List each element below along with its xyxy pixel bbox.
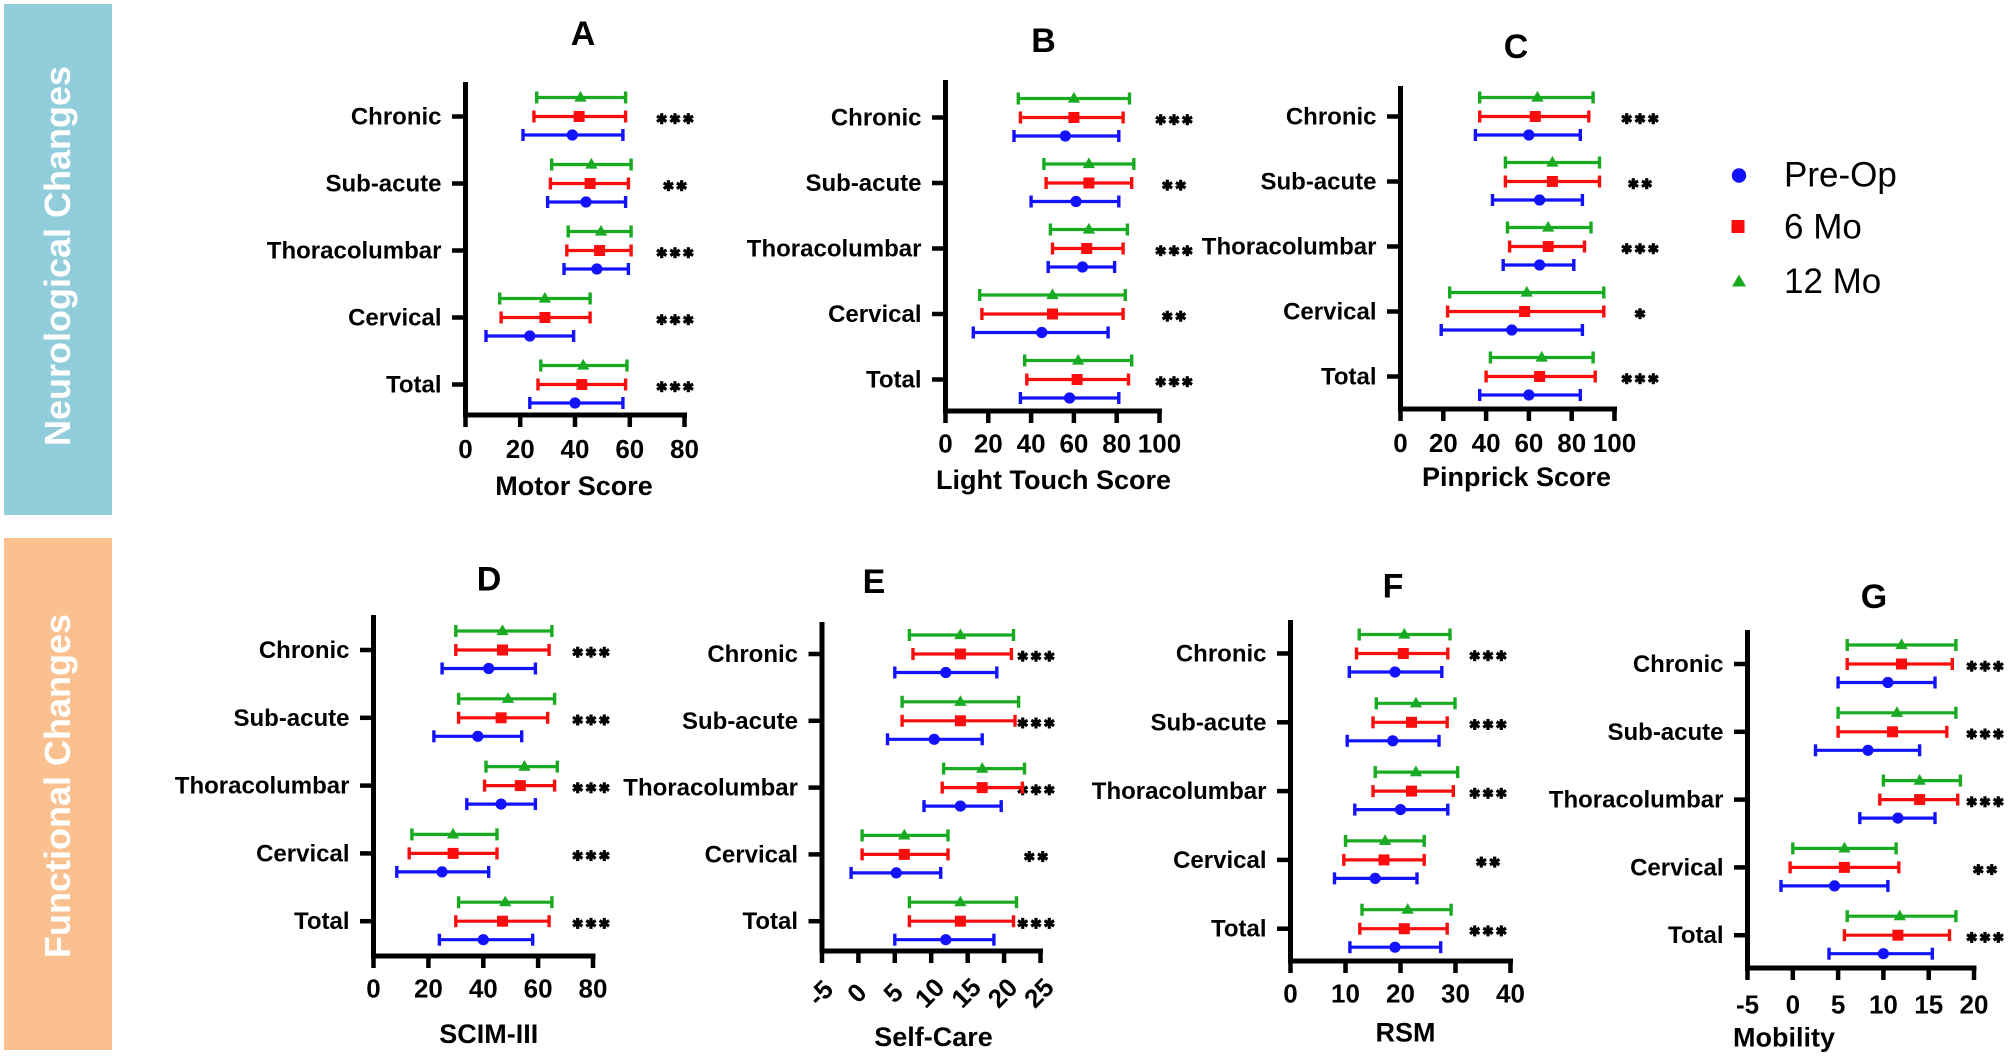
svg-text:Self-Care: Self-Care (874, 1022, 993, 1052)
svg-text:80: 80 (670, 434, 699, 464)
svg-text:80: 80 (1557, 428, 1586, 458)
svg-text:20: 20 (1386, 979, 1415, 1009)
svg-text:Sub-acute: Sub-acute (1607, 719, 1723, 746)
svg-text:Chronic: Chronic (1633, 651, 1724, 678)
svg-text:12 Mo: 12 Mo (1784, 262, 1881, 301)
svg-text:Chronic: Chronic (1176, 641, 1267, 668)
svg-text:A: A (571, 15, 596, 53)
svg-text:20: 20 (1429, 428, 1458, 458)
svg-text:Pre-Op: Pre-Op (1784, 156, 1897, 195)
svg-text:0: 0 (1283, 979, 1297, 1009)
svg-text:Thoracolumbar: Thoracolumbar (175, 773, 350, 800)
svg-text:40: 40 (561, 434, 590, 464)
svg-text:60: 60 (1514, 428, 1543, 458)
svg-text:Cervical: Cervical (705, 841, 798, 868)
svg-text:100: 100 (1593, 428, 1636, 458)
svg-text:Pinprick Score: Pinprick Score (1422, 462, 1611, 492)
svg-text:B: B (1031, 22, 1056, 60)
svg-text:Thoracolumbar: Thoracolumbar (1092, 778, 1267, 805)
svg-text:40: 40 (469, 974, 498, 1004)
svg-text:Light Touch Score: Light Touch Score (936, 465, 1171, 495)
svg-text:80: 80 (579, 974, 608, 1004)
svg-text:C: C (1504, 28, 1529, 66)
svg-text:Cervical: Cervical (1630, 854, 1723, 881)
svg-text:Sub-acute: Sub-acute (325, 171, 441, 198)
svg-text:60: 60 (615, 434, 644, 464)
svg-text:Chronic: Chronic (351, 104, 442, 131)
svg-text:F: F (1383, 568, 1404, 606)
svg-text:20: 20 (506, 434, 535, 464)
svg-text:Functional Changes: Functional Changes (37, 614, 78, 958)
svg-text:40: 40 (1496, 979, 1525, 1009)
svg-text:Neurological Changes: Neurological Changes (37, 66, 78, 446)
svg-text:0: 0 (938, 429, 952, 459)
svg-text:40: 40 (1472, 428, 1501, 458)
svg-text:Cervical: Cervical (256, 840, 349, 867)
svg-text:80: 80 (1102, 429, 1131, 459)
svg-text:0: 0 (1786, 990, 1800, 1020)
svg-text:20: 20 (1960, 990, 1989, 1020)
svg-text:15: 15 (1914, 990, 1943, 1020)
svg-text:Chronic: Chronic (259, 637, 350, 664)
svg-text:Sub-acute: Sub-acute (233, 705, 349, 732)
svg-text:Cervical: Cervical (1283, 299, 1376, 326)
svg-text:10: 10 (1331, 979, 1360, 1009)
svg-text:10: 10 (1869, 990, 1898, 1020)
svg-text:Total: Total (866, 367, 922, 394)
svg-text:Sub-acute: Sub-acute (682, 708, 798, 735)
svg-text:Total: Total (742, 908, 798, 935)
svg-text:Thoracolumbar: Thoracolumbar (267, 238, 442, 265)
svg-text:Motor Score: Motor Score (495, 471, 653, 501)
svg-text:RSM: RSM (1376, 1018, 1436, 1048)
svg-text:Sub-acute: Sub-acute (1260, 169, 1376, 196)
svg-text:Cervical: Cervical (348, 305, 441, 332)
svg-text:Chronic: Chronic (707, 641, 798, 668)
svg-text:Total: Total (1668, 922, 1724, 949)
svg-text:Thoracolumbar: Thoracolumbar (1202, 234, 1377, 261)
svg-text:Thoracolumbar: Thoracolumbar (623, 775, 798, 802)
svg-text:20: 20 (974, 429, 1003, 459)
svg-text:Thoracolumbar: Thoracolumbar (747, 236, 922, 263)
svg-text:Cervical: Cervical (828, 301, 921, 328)
svg-text:Total: Total (386, 372, 442, 399)
svg-text:E: E (863, 563, 886, 601)
svg-text:60: 60 (1059, 429, 1088, 459)
svg-text:0: 0 (458, 434, 472, 464)
svg-text:SCIM-III: SCIM-III (439, 1019, 538, 1049)
svg-text:Thoracolumbar: Thoracolumbar (1549, 787, 1724, 814)
svg-text:100: 100 (1138, 429, 1181, 459)
svg-text:30: 30 (1441, 979, 1470, 1009)
svg-text:Mobility: Mobility (1733, 1023, 1835, 1053)
svg-text:Cervical: Cervical (1173, 847, 1266, 874)
svg-text:Total: Total (294, 908, 350, 935)
svg-text:Sub-acute: Sub-acute (805, 170, 921, 197)
svg-text:0: 0 (366, 974, 380, 1004)
svg-text:Chronic: Chronic (1286, 104, 1377, 131)
svg-text:D: D (477, 561, 502, 599)
svg-text:40: 40 (1017, 429, 1046, 459)
svg-text:Sub-acute: Sub-acute (1150, 709, 1266, 736)
svg-text:60: 60 (524, 974, 553, 1004)
svg-text:G: G (1861, 578, 1887, 616)
svg-text:Chronic: Chronic (831, 105, 922, 132)
svg-text:6 Mo: 6 Mo (1784, 208, 1862, 247)
svg-text:Total: Total (1321, 364, 1377, 391)
svg-text:20: 20 (414, 974, 443, 1004)
svg-text:Total: Total (1211, 916, 1267, 943)
svg-text:-5: -5 (1736, 990, 1759, 1020)
svg-text:0: 0 (1393, 428, 1407, 458)
svg-text:5: 5 (1831, 990, 1845, 1020)
